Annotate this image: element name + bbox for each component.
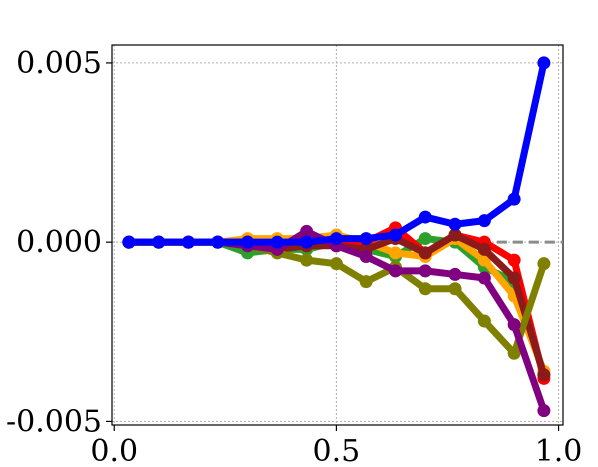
series-3-point-10	[418, 246, 432, 260]
series-6-point-13	[507, 192, 521, 206]
series-6-point-4	[241, 235, 255, 249]
x-tick-label-2: 1.0	[535, 434, 583, 467]
series-6-point-12	[477, 214, 491, 228]
series-3-point-13	[507, 271, 521, 285]
series-3-point-11	[448, 228, 462, 242]
series-4-point-11	[448, 282, 462, 296]
series-5-point-9	[388, 264, 402, 278]
series-5-point-13	[507, 318, 521, 332]
x-tick-label-0: 0.0	[90, 434, 138, 467]
series-5-point-8	[359, 250, 373, 264]
series-5-point-12	[477, 271, 491, 285]
series-6-point-5	[270, 235, 284, 249]
series-4-point-10	[418, 282, 432, 296]
series-6-point-1	[152, 235, 166, 249]
series-6-point-8	[359, 232, 373, 246]
series-4-point-12	[477, 314, 491, 328]
y-tick-label-0: 0.005	[16, 46, 102, 81]
tick-labels-layer: 0.0 0.5 1.0 0.005 0.000 -0.005	[6, 46, 582, 467]
y-tick-label-1: 0.000	[16, 225, 102, 260]
series-6-point-6	[300, 235, 314, 249]
series-3-point-14	[537, 368, 551, 382]
series-6-point-11	[448, 217, 462, 231]
series-3-point-12	[477, 242, 491, 256]
series-6-point-9	[388, 228, 402, 242]
series-5-point-14	[537, 404, 551, 418]
series-6-point-14	[537, 56, 551, 70]
y-tick-label-2: -0.005	[6, 404, 102, 439]
plot-frame	[111, 44, 564, 426]
ticks-layer	[106, 62, 560, 431]
series-0-point-10	[418, 232, 432, 246]
series-6-point-7	[329, 232, 343, 246]
series-4-point-6	[300, 253, 314, 267]
series-6-point-2	[181, 235, 195, 249]
series-5-point-11	[448, 267, 462, 281]
x-tick-label-1: 0.5	[313, 434, 361, 467]
series-6-point-3	[211, 235, 225, 249]
series-5-point-10	[418, 264, 432, 278]
series-5-point-6	[300, 224, 314, 238]
series-4-point-7	[329, 257, 343, 271]
series-1-point-9	[388, 246, 402, 260]
series-4-point-14	[537, 257, 551, 271]
series-6-point-10	[418, 210, 432, 224]
series-6	[122, 56, 551, 249]
series-4-point-8	[359, 275, 373, 289]
series-layer	[122, 56, 551, 418]
series-2-point-13	[507, 253, 521, 267]
series-6-point-0	[122, 235, 136, 249]
series-4-point-13	[507, 346, 521, 360]
